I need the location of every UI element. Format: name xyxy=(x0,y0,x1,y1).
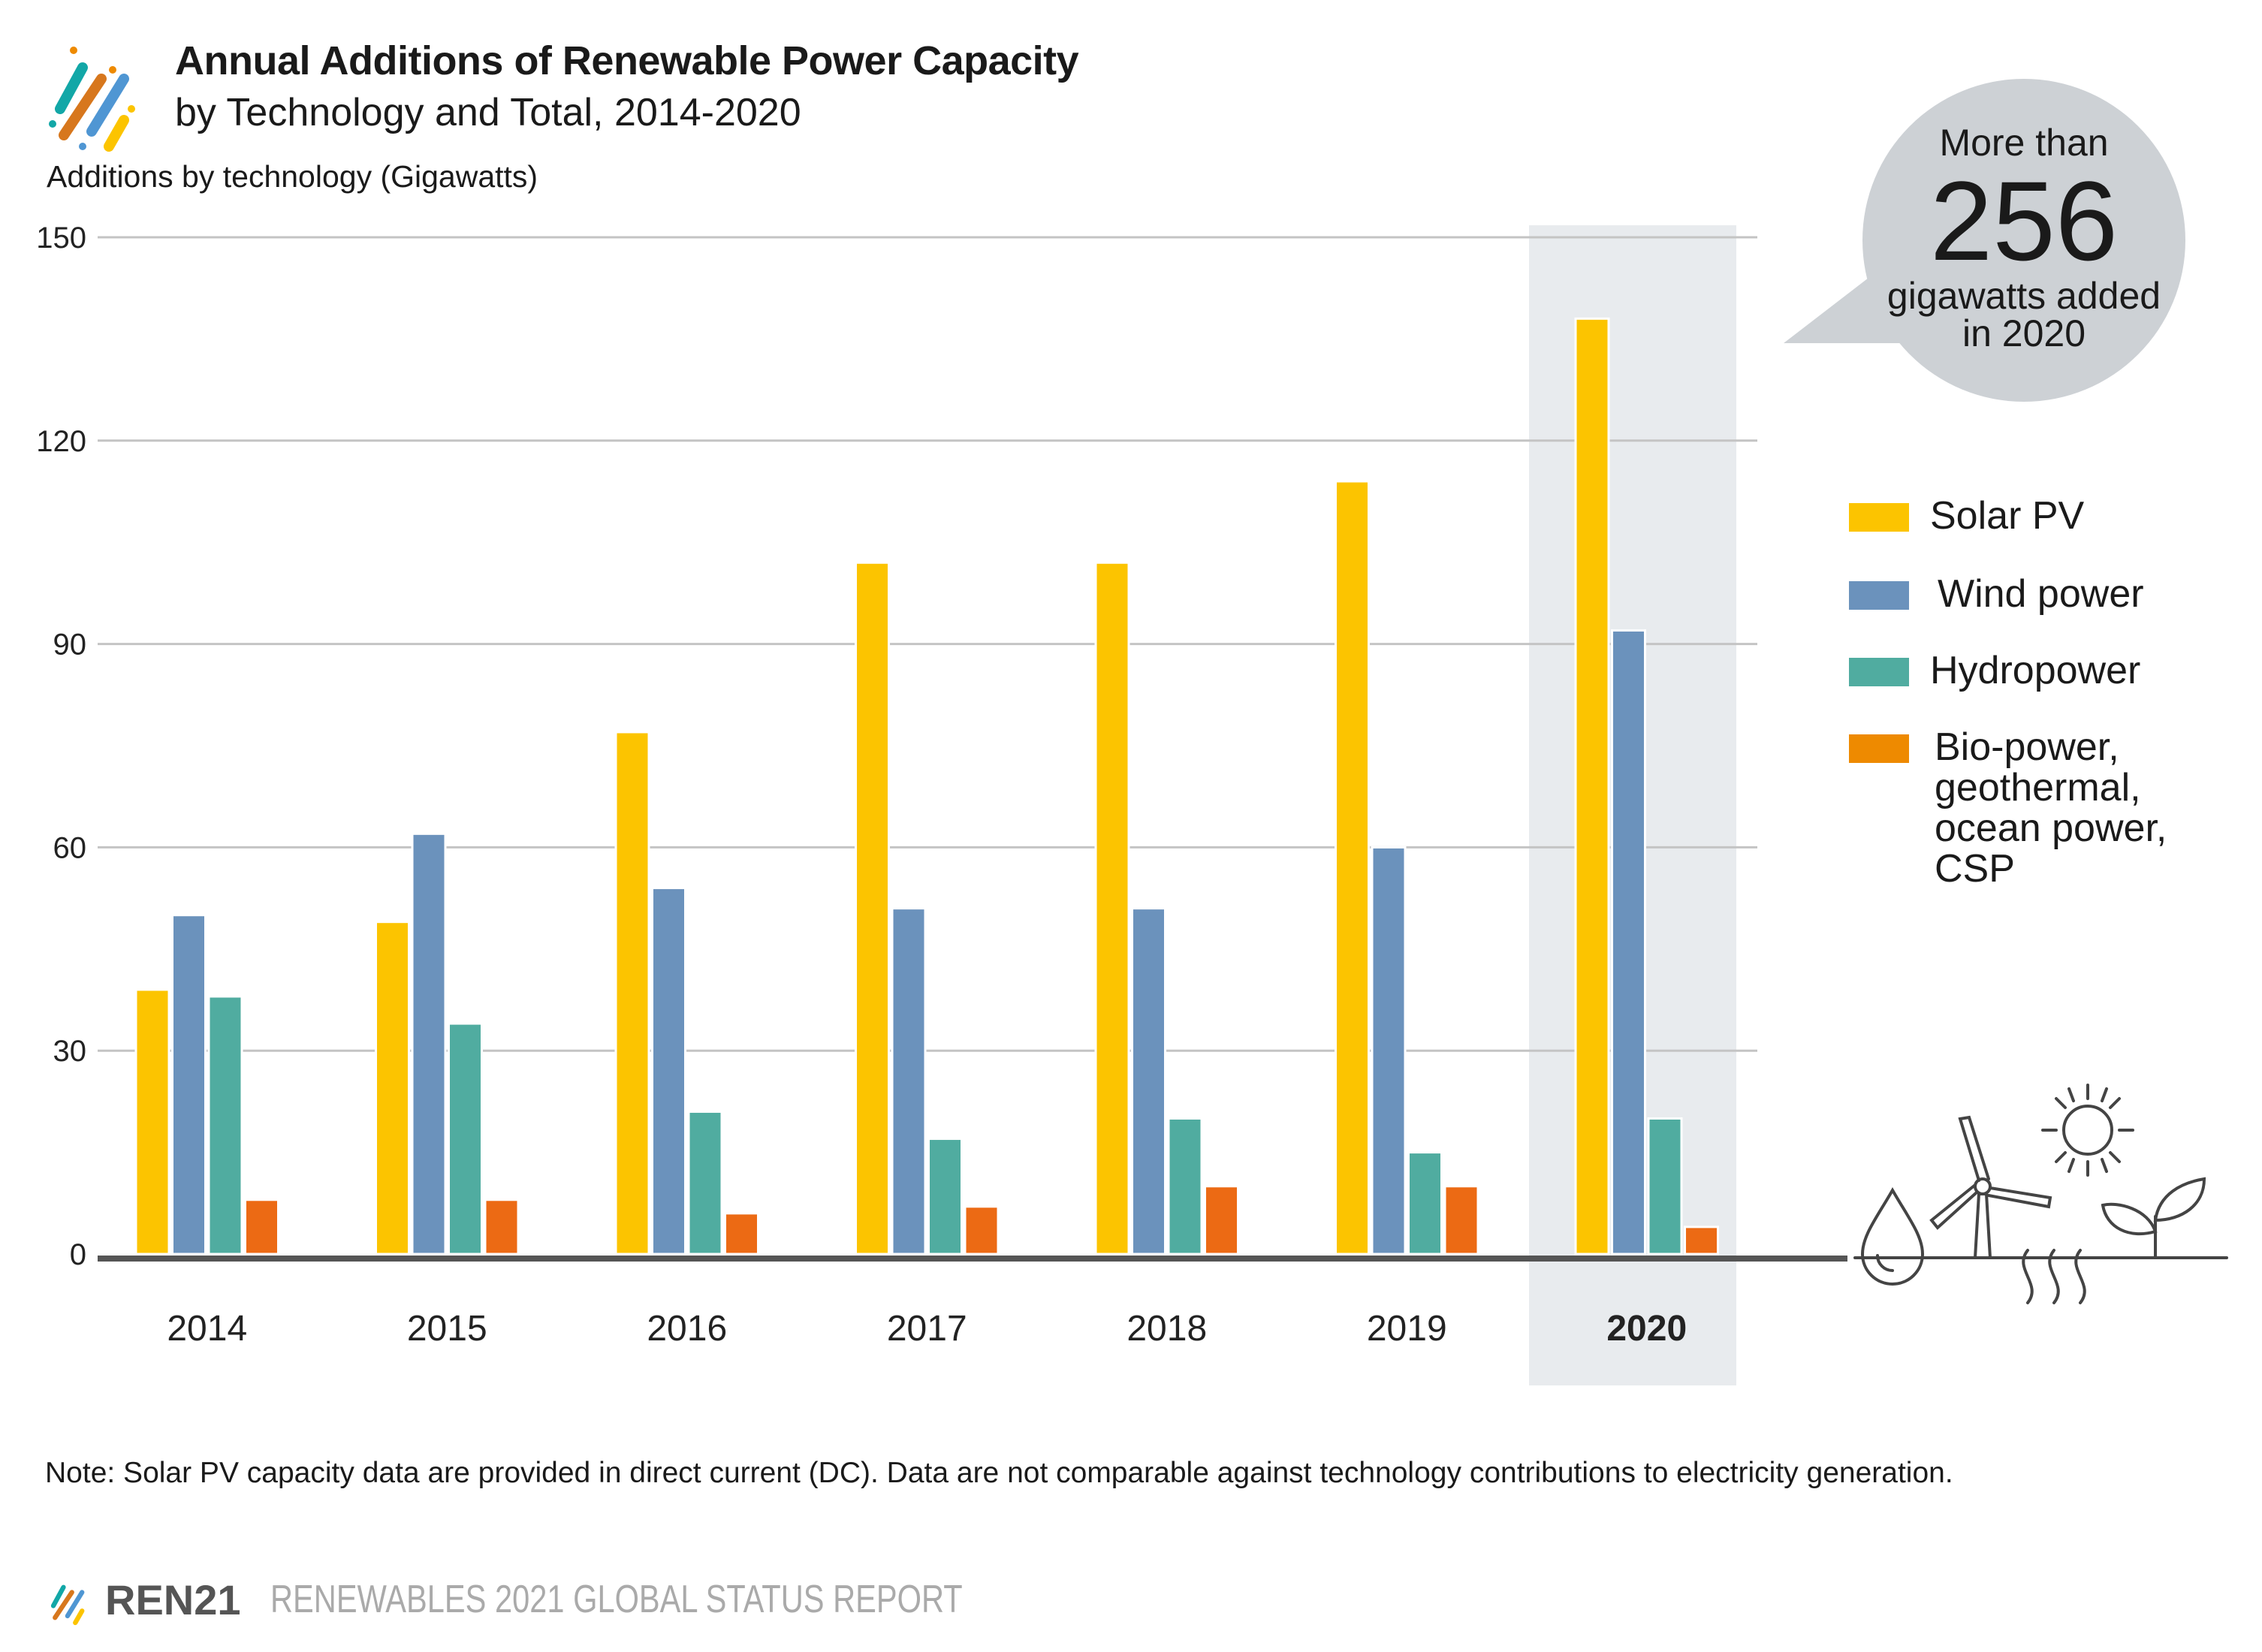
legend-item-solar: Solar PV xyxy=(1849,496,2084,536)
y-tick-label: 90 xyxy=(53,629,87,662)
x-tick-label: 2020 xyxy=(1606,1309,1687,1349)
bar-2018-wind xyxy=(1131,907,1166,1256)
x-tick-label: 2017 xyxy=(887,1309,967,1349)
bar-2020-hydropower xyxy=(1647,1117,1683,1256)
y-tick-label: 150 xyxy=(36,222,86,255)
x-tick-label: 2014 xyxy=(167,1309,247,1349)
legend-label: Solar PV xyxy=(1930,494,2085,538)
x-tick-label: 2018 xyxy=(1126,1309,1207,1349)
bar-2015-hydropower xyxy=(448,1022,483,1256)
bar-2017-hydropower xyxy=(927,1138,963,1256)
ren21-footer-logo-icon xyxy=(50,1584,85,1626)
bar-2020-solar xyxy=(1574,317,1610,1256)
bar-2017-wind xyxy=(891,907,927,1256)
y-tick-label: 120 xyxy=(36,425,86,458)
bar-2019-solar xyxy=(1335,480,1370,1256)
renewable-energy-icons xyxy=(1853,1084,2228,1304)
bar-2019-bio-power xyxy=(1443,1185,1479,1256)
callout-line3: in 2020 xyxy=(1962,312,2086,354)
footer-report-title: RENEWABLES 2021 GLOBAL STATUS REPORT xyxy=(270,1578,963,1621)
chart-subtitle: by Technology and Total, 2014-2020 xyxy=(175,91,801,134)
y-axis-label: Additions by technology (Gigawatts) xyxy=(47,159,538,194)
legend-swatch xyxy=(1849,734,1909,763)
bar-2015-wind xyxy=(411,832,447,1256)
y-tick-label: 60 xyxy=(53,831,87,864)
bar-2018-hydropower xyxy=(1167,1117,1203,1256)
bar-2014-solar xyxy=(134,988,170,1256)
bar-2018-bio-power xyxy=(1204,1185,1239,1256)
callout-line2: gigawatts added xyxy=(1887,275,2161,317)
x-tick-label: 2019 xyxy=(1367,1309,1447,1349)
callout-line1: More than xyxy=(1939,122,2109,164)
callout-bubble xyxy=(1784,79,2185,402)
bar-2019-hydropower xyxy=(1407,1151,1443,1256)
bar-2018-solar xyxy=(1094,561,1130,1256)
bar-2016-wind xyxy=(651,887,686,1256)
legend-item-wind: Wind power xyxy=(1849,574,2144,614)
bar-2017-solar xyxy=(855,561,890,1256)
bar-2017-bio-power xyxy=(964,1205,1000,1256)
bar-2016-bio-power xyxy=(724,1212,759,1256)
wind-turbine-icon xyxy=(1929,1115,2052,1259)
bar-2019-wind xyxy=(1371,846,1407,1256)
callout-text: More than 256 gigawatts added in 2020 xyxy=(1862,124,2185,352)
legend-swatch xyxy=(1849,503,1909,532)
y-tick-label: 30 xyxy=(53,1035,87,1068)
bar-2020-bio-power xyxy=(1684,1225,1719,1256)
bar-2014-bio-power xyxy=(244,1198,279,1256)
chart-title: Annual Additions of Renewable Power Capa… xyxy=(175,38,1079,83)
y-tick-label: 0 xyxy=(70,1238,86,1271)
x-tick-label: 2016 xyxy=(647,1309,727,1349)
geothermal-heat-icon xyxy=(2022,1249,2086,1304)
ren21-logo-icon xyxy=(49,47,135,152)
legend-swatch xyxy=(1849,658,1909,686)
plant-leaf-icon xyxy=(2101,1177,2206,1259)
footer-brand: REN21 xyxy=(105,1576,241,1623)
legend-item-bio: Bio-power, geothermal, ocean power, CSP xyxy=(1849,727,2167,889)
bar-2016-hydropower xyxy=(687,1110,723,1256)
legend-label: Wind power xyxy=(1938,572,2144,616)
bar-2016-solar xyxy=(614,731,650,1256)
x-tick-label: 2015 xyxy=(407,1309,487,1349)
chart-note: Note: Solar PV capacity data are provide… xyxy=(45,1457,1953,1489)
bar-2020-wind xyxy=(1611,629,1646,1256)
water-drop-icon xyxy=(1860,1186,1925,1286)
bar-2014-hydropower xyxy=(207,995,243,1256)
legend-swatch xyxy=(1849,581,1909,610)
legend-label: Bio-power, geothermal, ocean power, CSP xyxy=(1935,725,2167,891)
bar-2015-bio-power xyxy=(484,1198,520,1256)
bar-2015-solar xyxy=(375,921,410,1256)
callout-number: 256 xyxy=(1929,158,2119,284)
bar-2014-wind xyxy=(171,914,207,1256)
legend-label: Hydropower xyxy=(1930,649,2141,692)
sun-icon xyxy=(2041,1084,2134,1177)
legend-item-hydro: Hydropower xyxy=(1849,650,2140,691)
